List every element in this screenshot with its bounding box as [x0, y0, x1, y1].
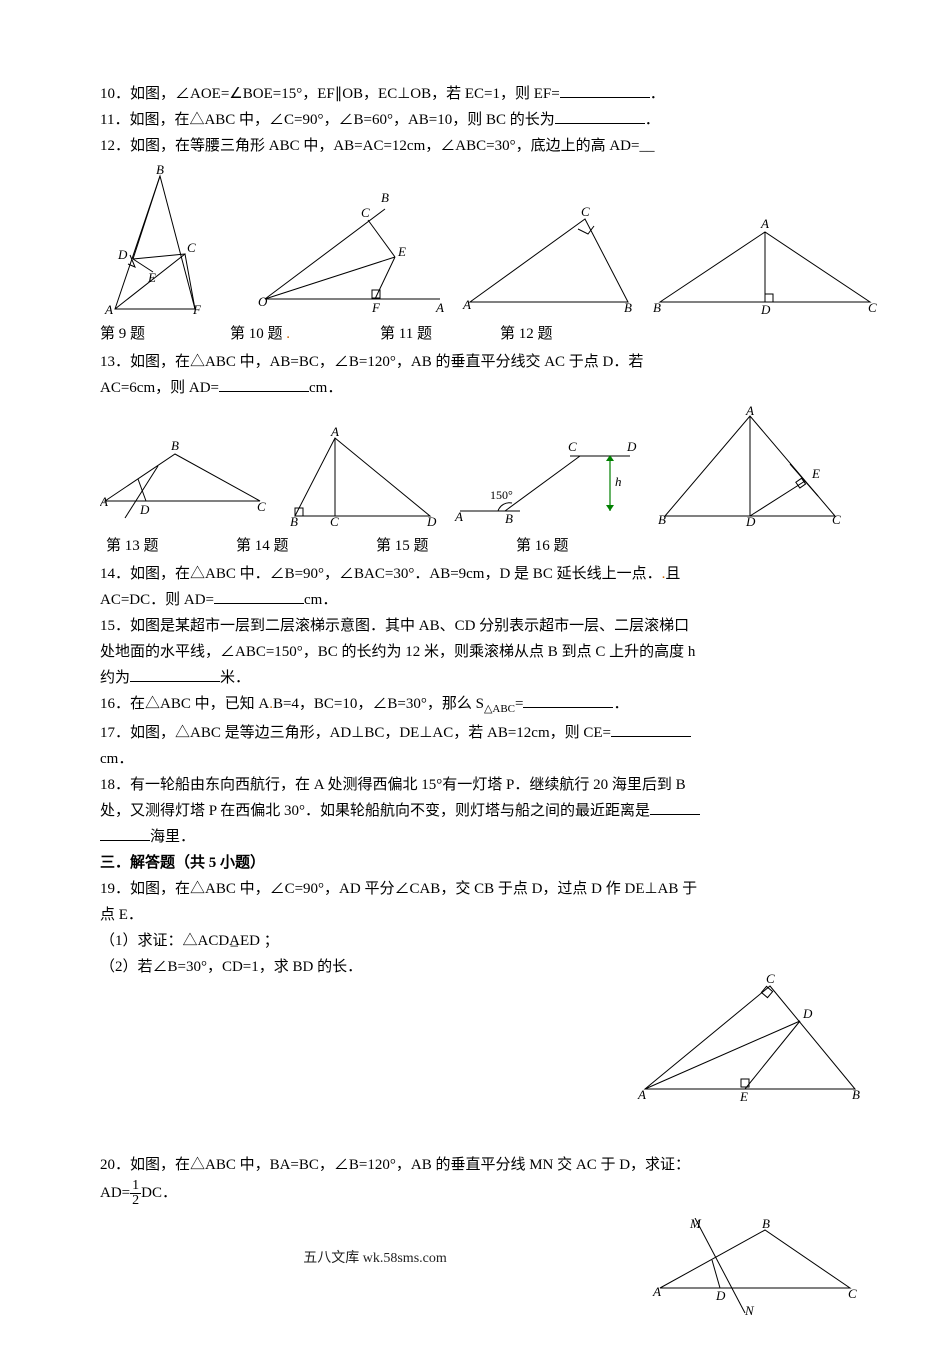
blank-17	[611, 721, 691, 737]
section-3-heading: 三．解答题（共 5 小题）	[100, 851, 870, 875]
svg-text:C: C	[832, 512, 841, 526]
question-14: 14．如图，在△ABC 中．∠B=90°，∠BAC=30°．AB=9cm，D 是…	[100, 562, 870, 586]
svg-text:E: E	[147, 270, 156, 285]
question-19a: 19．如图，在△ABC 中，∠C=90°，AD 平分∠CAB，交 CB 于点 D…	[100, 877, 870, 901]
question-15c: 约为米．	[100, 666, 870, 690]
svg-text:A: A	[100, 494, 108, 509]
question-11: 11．如图，在△ABC 中，∠C=90°，∠B=60°，AB=10，则 BC 的…	[100, 108, 870, 132]
svg-text:E: E	[811, 466, 820, 481]
question-18b: 处，又测得灯塔 P 在西偏北 30°．如果轮船航向不变，则灯塔与船之间的最近距离…	[100, 799, 870, 823]
svg-text:D: D	[745, 514, 756, 526]
svg-text:A: A	[760, 216, 769, 231]
svg-text:B: B	[290, 514, 298, 526]
question-17b: cm．	[100, 747, 870, 771]
figure-row-1: B A F D E C O B C E F A	[100, 164, 870, 314]
figure-19: A B C D E	[630, 971, 870, 1101]
question-20b: AD=12DC．	[100, 1179, 870, 1208]
blank-14	[214, 588, 304, 604]
svg-text:A: A	[637, 1087, 646, 1101]
svg-text:150°: 150°	[490, 488, 513, 502]
svg-text:E: E	[739, 1089, 748, 1101]
figure-10: O B C E F A	[250, 184, 450, 314]
blank-18b	[100, 825, 150, 841]
page-footer: 五八文库 wk.58sms.com	[100, 1248, 650, 1270]
figure-16: A B C D E	[650, 406, 850, 526]
svg-text:B: B	[381, 190, 389, 205]
question-18c: 海里．	[100, 825, 870, 849]
question-18a: 18．有一轮船由东向西航行，在 A 处测得西偏北 15°有一灯塔 P．继续航行 …	[100, 773, 870, 797]
svg-text:B: B	[171, 438, 179, 453]
question-17: 17．如图，△ABC 是等边三角形，AD⊥BC，DE⊥AC，若 AB=12cm，…	[100, 721, 870, 745]
svg-text:E: E	[397, 244, 406, 259]
svg-text:C: C	[187, 240, 196, 255]
figure-20: A B C D M N	[650, 1218, 860, 1318]
svg-text:B: B	[653, 300, 661, 314]
blank-18a	[650, 799, 700, 815]
svg-text:M: M	[689, 1218, 702, 1231]
svg-text:B: B	[505, 511, 513, 526]
question-19c: （1）求证：△ACDA̲ED ；	[100, 929, 870, 953]
svg-text:B: B	[762, 1218, 770, 1231]
svg-text:D: D	[715, 1288, 726, 1303]
figure-11: A B C	[460, 204, 640, 314]
question-15b: 处地面的水平线，∠ABC=150°，BC 的长约为 12 米，则乘滚梯从点 B …	[100, 640, 870, 664]
svg-text:C: C	[868, 300, 877, 314]
svg-text:C: C	[568, 439, 577, 454]
blank-10	[560, 82, 650, 98]
figure-14: A B C D	[280, 426, 440, 526]
question-15a: 15．如图是某超市一层到二层滚梯示意图．其中 AB、CD 分别表示超市一层、二层…	[100, 614, 870, 638]
svg-text:A: A	[454, 509, 463, 524]
svg-text:C: C	[766, 971, 775, 986]
blank-11	[555, 108, 645, 124]
caption-row-1: 第 9 题 第 10 题 . 第 11 题 第 12 题	[100, 322, 870, 346]
question-10: 10．如图，∠AOE=∠BOE=15°，EF∥OB，EC⊥OB，若 EC=1，则…	[100, 82, 870, 106]
svg-text:A: A	[104, 302, 113, 314]
svg-text:A: A	[745, 406, 754, 418]
svg-text:B: B	[624, 300, 632, 314]
figure-13: A B C D	[100, 436, 270, 526]
svg-text:A: A	[652, 1284, 661, 1299]
svg-text:B: B	[658, 512, 666, 526]
question-13: 13．如图，在△ABC 中，AB=BC，∠B=120°，AB 的垂直平分线交 A…	[100, 350, 870, 374]
svg-text:C: C	[330, 514, 339, 526]
svg-text:O: O	[258, 294, 268, 309]
blank-13	[219, 376, 309, 392]
svg-text:D: D	[426, 514, 437, 526]
blank-16	[523, 692, 613, 708]
svg-text:C: C	[257, 499, 266, 514]
question-14b: AC=DC．则 AD=cm．	[100, 588, 870, 612]
figure-9: B A F D E C	[100, 164, 240, 314]
question-19b: 点 E．	[100, 903, 870, 927]
question-12: 12．如图，在等腰三角形 ABC 中，AB=AC=12cm，∠ABC=30°，底…	[100, 134, 870, 158]
figure-row-2: A B C D A B C D	[100, 406, 870, 526]
svg-text:D: D	[139, 502, 150, 517]
svg-text:A: A	[330, 426, 339, 439]
svg-text:C: C	[581, 204, 590, 219]
figure-15: A B C D h 150°	[450, 431, 640, 526]
svg-text:A: A	[435, 300, 444, 314]
svg-text:A: A	[462, 297, 471, 312]
svg-text:D: D	[626, 439, 637, 454]
svg-text:D: D	[802, 1006, 813, 1021]
svg-text:B: B	[852, 1087, 860, 1101]
svg-text:F: F	[192, 302, 202, 314]
svg-text:D: D	[760, 302, 771, 314]
svg-text:C: C	[848, 1286, 857, 1301]
figure-12: A B C D	[650, 214, 880, 314]
caption-row-2: 第 13 题 第 14 题 第 15 题 第 16 题	[100, 534, 870, 558]
svg-text:B: B	[156, 164, 164, 177]
question-16: 16．在△ABC 中，已知 A.B=4，BC=10，∠B=30°，那么 S△AB…	[100, 692, 870, 719]
svg-text:D: D	[117, 247, 128, 262]
svg-text:h: h	[615, 474, 622, 489]
svg-text:N: N	[744, 1303, 755, 1318]
question-13b: AC=6cm，则 AD=cm．	[100, 376, 870, 400]
svg-text:F: F	[371, 300, 381, 314]
blank-15	[130, 666, 220, 682]
question-20a: 20．如图，在△ABC 中，BA=BC，∠B=120°，AB 的垂直平分线 MN…	[100, 1153, 870, 1177]
svg-text:C: C	[361, 205, 370, 220]
